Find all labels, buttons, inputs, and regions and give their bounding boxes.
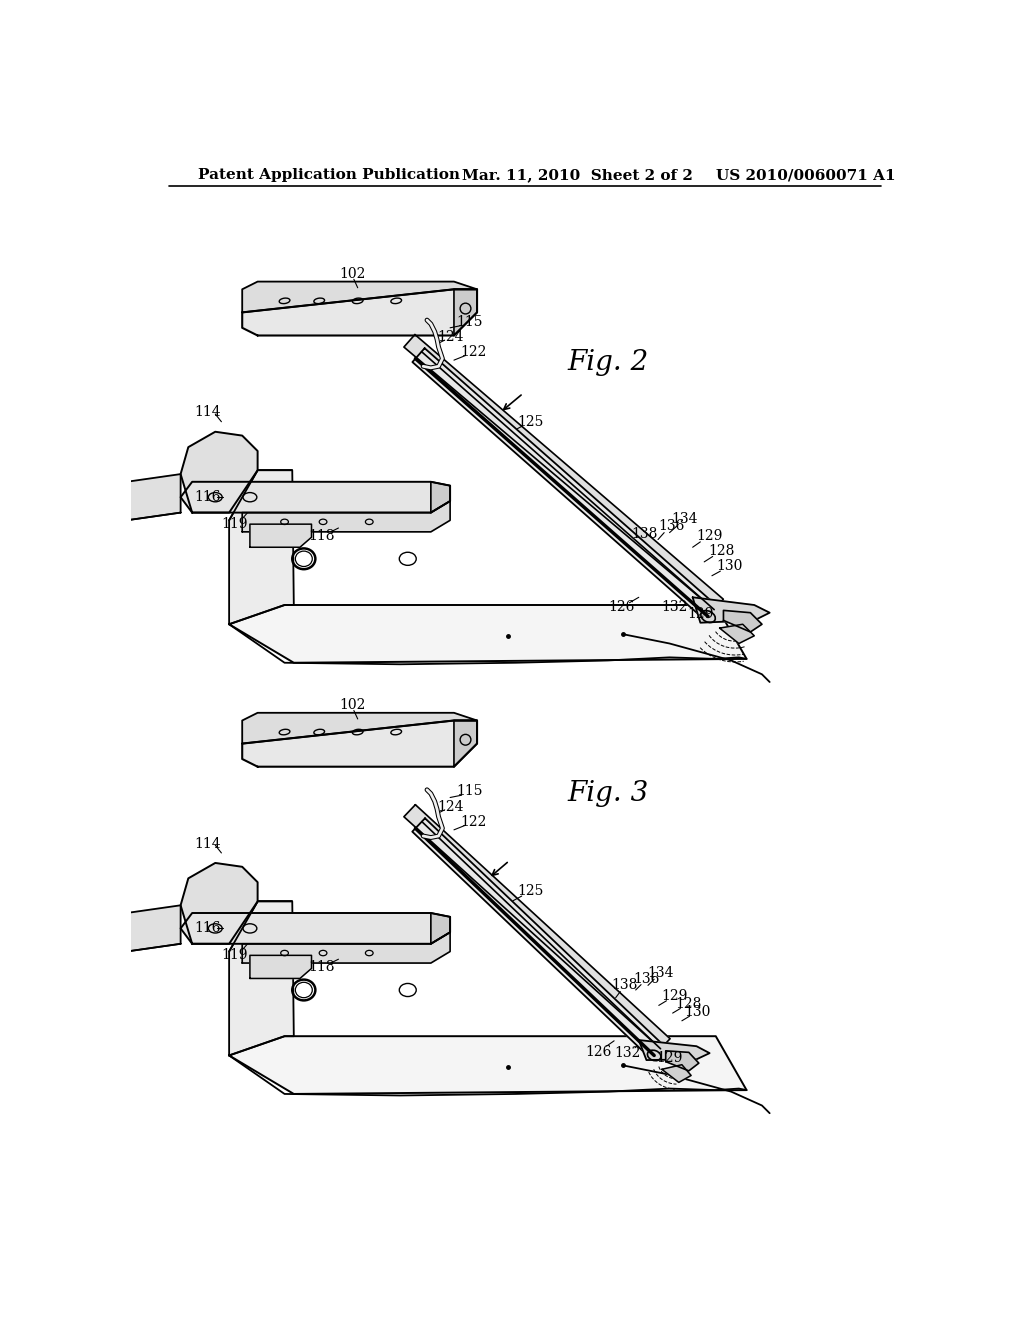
Polygon shape — [229, 605, 746, 663]
Polygon shape — [243, 281, 477, 313]
Polygon shape — [250, 956, 311, 978]
Text: 115: 115 — [456, 314, 482, 329]
Polygon shape — [180, 913, 451, 944]
Text: 122: 122 — [460, 816, 486, 829]
Polygon shape — [180, 863, 258, 944]
Polygon shape — [250, 524, 311, 548]
Text: 125: 125 — [518, 884, 544, 899]
Polygon shape — [724, 610, 762, 632]
Text: 136: 136 — [657, 520, 684, 533]
Polygon shape — [662, 1065, 691, 1082]
Polygon shape — [243, 932, 451, 964]
Text: 119: 119 — [221, 517, 248, 531]
Text: 138: 138 — [611, 978, 638, 993]
Polygon shape — [180, 482, 451, 512]
Polygon shape — [639, 1040, 710, 1060]
Polygon shape — [403, 805, 670, 1049]
Text: US 2010/0060071 A1: US 2010/0060071 A1 — [716, 169, 895, 182]
Text: 132: 132 — [662, 599, 687, 614]
Text: 116: 116 — [195, 921, 221, 936]
Polygon shape — [243, 721, 477, 767]
Text: 129: 129 — [687, 607, 714, 622]
Text: 128: 128 — [675, 997, 701, 1011]
Text: 129: 129 — [696, 529, 723, 543]
Text: Fig. 2: Fig. 2 — [567, 348, 648, 376]
Text: 130: 130 — [684, 1005, 711, 1019]
Polygon shape — [127, 906, 180, 952]
Text: 129: 129 — [662, 989, 687, 1003]
Text: 115: 115 — [456, 784, 482, 799]
Text: 128: 128 — [709, 544, 735, 558]
Text: 118: 118 — [308, 529, 335, 543]
Polygon shape — [692, 598, 770, 623]
Text: 136: 136 — [633, 973, 659, 986]
Text: 114: 114 — [195, 837, 221, 850]
Polygon shape — [413, 348, 717, 620]
Text: 119: 119 — [221, 948, 248, 962]
Polygon shape — [403, 334, 723, 610]
Polygon shape — [720, 624, 755, 644]
Text: 118: 118 — [308, 960, 335, 974]
Polygon shape — [229, 1036, 746, 1094]
Text: 132: 132 — [614, 1047, 640, 1060]
Text: 124: 124 — [437, 800, 463, 813]
Text: Fig. 3: Fig. 3 — [567, 780, 648, 807]
Text: 116: 116 — [195, 490, 221, 504]
Polygon shape — [243, 502, 451, 532]
Polygon shape — [243, 713, 477, 743]
Text: 124: 124 — [437, 330, 463, 345]
Text: 134: 134 — [647, 966, 674, 979]
Text: Mar. 11, 2010  Sheet 2 of 2: Mar. 11, 2010 Sheet 2 of 2 — [462, 169, 692, 182]
Text: Patent Application Publication: Patent Application Publication — [199, 169, 461, 182]
Polygon shape — [229, 470, 294, 624]
Polygon shape — [413, 818, 664, 1059]
Text: 102: 102 — [339, 698, 366, 711]
Text: 122: 122 — [460, 346, 486, 359]
Polygon shape — [180, 432, 258, 512]
Polygon shape — [127, 474, 180, 520]
Text: 134: 134 — [672, 512, 698, 525]
Text: 125: 125 — [518, 414, 544, 429]
Text: 129: 129 — [656, 1051, 683, 1065]
Polygon shape — [666, 1051, 698, 1071]
Polygon shape — [431, 913, 451, 944]
Text: 130: 130 — [717, 560, 742, 573]
Polygon shape — [454, 289, 477, 335]
Text: 102: 102 — [339, 267, 366, 281]
Text: 138: 138 — [632, 527, 658, 541]
Polygon shape — [229, 902, 294, 1056]
Text: 126: 126 — [586, 1044, 612, 1059]
Polygon shape — [454, 721, 477, 767]
Polygon shape — [431, 482, 451, 512]
Polygon shape — [243, 289, 477, 335]
Text: 126: 126 — [608, 599, 635, 614]
Text: 114: 114 — [195, 405, 221, 420]
